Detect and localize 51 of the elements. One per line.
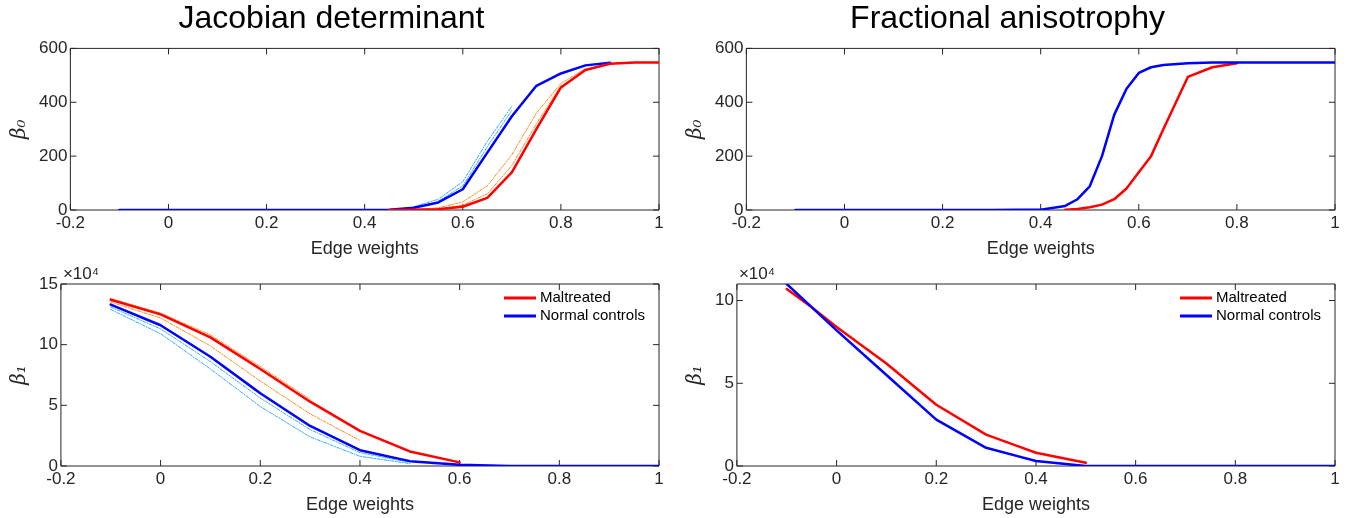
y-tick-label: 5 (48, 395, 58, 415)
x-tick-label: 0.4 (1024, 468, 1048, 488)
y-axis-title: β₀ (682, 119, 707, 140)
y-tick-label: 200 (714, 145, 744, 165)
x-axis-title: Edge weights (986, 238, 1095, 259)
y-axis-title: β₁ (6, 365, 31, 386)
x-tick-label: 0.2 (924, 468, 949, 488)
x-tick-label: 0.2 (930, 212, 955, 232)
x-tick-label: 0.6 (447, 468, 472, 488)
legend-label: Maltreated (1215, 288, 1287, 306)
y-tick-label: 600 (714, 38, 744, 58)
text: ×10⁴ (738, 264, 776, 284)
x-tick-label: 0.4 (1028, 212, 1053, 232)
x-tick-label: 0 (163, 212, 174, 232)
x-tick-label: 0.6 (450, 212, 475, 232)
x-tick-label: 0 (839, 212, 850, 232)
x-tick-label: 0.8 (547, 468, 572, 488)
y-axis-title: β₁ (682, 365, 707, 386)
y-tick-label: 15 (38, 273, 58, 293)
chart-title: Jacobian determinant (178, 0, 485, 36)
x-axis-title: Edge weights (305, 494, 414, 515)
y-tick-label: 200 (38, 145, 68, 165)
x-tick-label: 1 (654, 212, 664, 232)
x-axis-title: Edge weights (981, 494, 1090, 515)
x-tick-label: 1 (1330, 212, 1340, 232)
chart-title: Fractional anisotrophy (850, 0, 1165, 36)
text: ×10⁴ (62, 264, 100, 284)
x-tick-label: 0.8 (1225, 212, 1249, 232)
x-tick-label: 0.8 (1223, 468, 1248, 488)
legend-label: Maltreated (539, 288, 611, 306)
legend-label: Normal controls (539, 306, 645, 324)
x-tick-label: 1 (654, 468, 664, 488)
y-tick-label: 10 (714, 290, 734, 310)
x-tick-label: 0.6 (1126, 212, 1151, 232)
y-axis-title: β₀ (6, 119, 31, 140)
x-tick-label: 0.2 (248, 468, 273, 488)
y-tick-label: 10 (38, 334, 58, 354)
x-tick-label: 0.2 (254, 212, 279, 232)
x-tick-label: 0.6 (1123, 468, 1148, 488)
x-tick-label: 1 (1330, 468, 1340, 488)
y-tick-label: 600 (38, 38, 68, 58)
y-tick-label: 5 (724, 372, 734, 392)
x-tick-label: 0 (155, 468, 166, 488)
y-tick-label: 400 (714, 91, 744, 111)
x-tick-label: 0.4 (352, 212, 377, 232)
x-tick-label: 0.8 (549, 212, 573, 232)
y-tick-label: 400 (38, 91, 68, 111)
x-tick-label: 0 (831, 468, 842, 488)
x-tick-label: 0.4 (348, 468, 372, 488)
x-axis-title: Edge weights (310, 238, 419, 259)
legend-label: Normal controls (1215, 306, 1321, 324)
